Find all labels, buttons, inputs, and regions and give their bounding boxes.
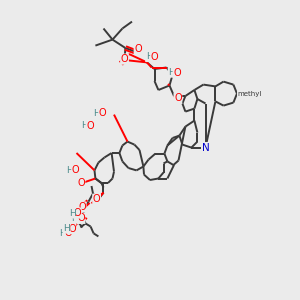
Text: H: H [81,122,87,130]
Text: N: N [202,142,209,153]
Text: O: O [121,54,128,64]
Text: O: O [68,224,76,234]
Text: O: O [99,108,106,118]
Text: O: O [77,213,85,224]
Text: O: O [151,52,158,62]
Text: methyl: methyl [237,91,262,97]
Text: H: H [67,166,73,175]
Text: O: O [174,93,182,103]
Text: H: H [93,109,100,118]
Text: H: H [72,214,78,223]
Text: H: H [146,52,152,62]
Text: O: O [93,194,101,204]
Text: O: O [134,44,142,55]
Text: O: O [74,208,81,218]
Text: H: H [69,208,75,217]
Text: O: O [64,228,72,239]
Text: H: H [63,224,70,233]
Text: O: O [86,121,94,131]
Text: H: H [60,229,66,238]
Text: H: H [168,68,175,77]
Text: O: O [78,202,86,212]
Text: O: O [72,165,80,176]
Text: O: O [173,68,181,78]
Text: O: O [77,178,85,188]
